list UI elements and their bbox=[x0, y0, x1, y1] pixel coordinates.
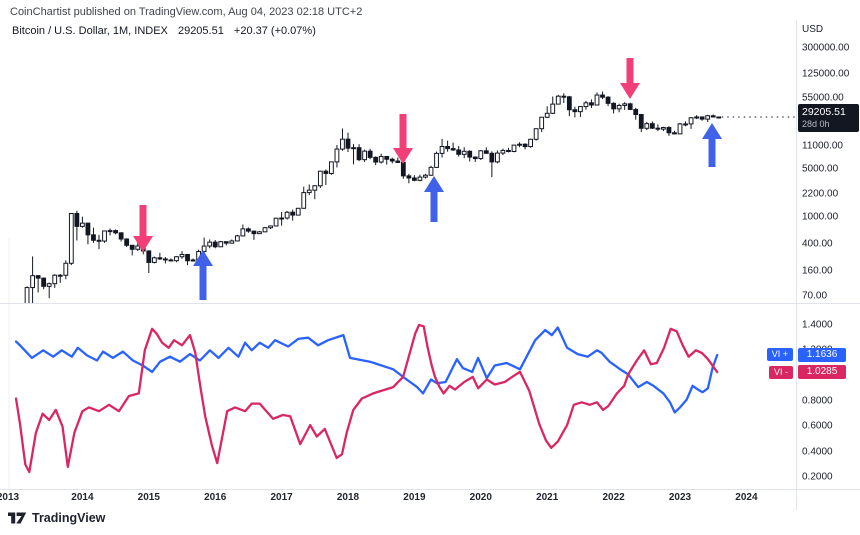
symbol-info-row[interactable]: Bitcoin / U.S. Dollar, 1M, INDEX 29205.5… bbox=[12, 25, 316, 37]
time-axis-year-label: 2023 bbox=[668, 492, 692, 503]
symbol-change: +20.37 (+0.07%) bbox=[233, 25, 316, 37]
price-axis-label: 2200.00 bbox=[802, 188, 839, 200]
time-axis-year-label: 2015 bbox=[137, 492, 160, 503]
price-axis-label: 1000.00 bbox=[802, 211, 839, 223]
blue-up-arrow bbox=[702, 123, 722, 167]
price-axis-label: 160.00 bbox=[802, 265, 833, 277]
vi-minus-label-badge: VI - bbox=[768, 365, 793, 379]
price-axis-label: 11000.00 bbox=[802, 140, 843, 152]
price-axis-currency-label: USD bbox=[802, 24, 824, 35]
vi-plus-label-badge: VI + bbox=[766, 348, 793, 362]
time-axis-year-label: 2020 bbox=[469, 492, 492, 503]
price-axis-label: 300000.00 bbox=[802, 42, 850, 54]
time-axis-year-label: 2024 bbox=[735, 492, 758, 503]
time-axis-year-label: 2013 bbox=[0, 492, 20, 503]
indicator-axis-label: 0.8000 bbox=[802, 395, 833, 407]
candlestick-series bbox=[24, 91, 722, 304]
pink-down-arrow bbox=[393, 114, 413, 164]
pink-down-arrow bbox=[620, 58, 640, 99]
vi-minus-line bbox=[14, 323, 719, 474]
last-price-badge: 29205.51 28d 0h bbox=[798, 104, 859, 133]
tradingview-logo-icon bbox=[8, 512, 27, 524]
vi-plus-value-badge: 1.1636 bbox=[798, 347, 846, 362]
attribution-text: CoinChartist published on TradingView.co… bbox=[10, 6, 363, 18]
tradingview-logo[interactable]: TradingView bbox=[8, 511, 105, 525]
price-axis-label: 5000.00 bbox=[802, 163, 839, 175]
time-axis-year-label: 2021 bbox=[536, 492, 559, 503]
time-axis-year-label: 2022 bbox=[602, 492, 625, 503]
price-axis-label: 70.00 bbox=[802, 290, 828, 302]
blue-up-arrow bbox=[424, 176, 444, 222]
time-axis-year-label: 2016 bbox=[204, 492, 227, 503]
symbol-title: Bitcoin / U.S. Dollar, 1M, INDEX bbox=[12, 25, 168, 37]
tradingview-logo-text: TradingView bbox=[32, 511, 106, 525]
vi-minus-value-badge: 1.0285 bbox=[798, 365, 846, 380]
vortex-indicator bbox=[14, 323, 719, 474]
pink-down-arrow bbox=[133, 205, 153, 252]
symbol-last-price: 29205.51 bbox=[177, 25, 224, 37]
time-axis-year-label: 2018 bbox=[336, 492, 360, 503]
time-axis-year-label: 2017 bbox=[270, 492, 293, 503]
blue-up-arrow bbox=[193, 250, 213, 300]
last-price-value: 29205.51 bbox=[802, 106, 846, 119]
indicator-axis-label: 1.4000 bbox=[802, 319, 833, 331]
price-axis-label: 400.00 bbox=[802, 238, 833, 250]
annotation-arrows bbox=[133, 58, 722, 300]
indicator-axis-label: 0.6000 bbox=[802, 420, 833, 432]
indicator-axis-label: 0.4000 bbox=[802, 446, 833, 458]
price-axis-label: 55000.00 bbox=[802, 92, 844, 104]
price-axis-label: 125000.00 bbox=[802, 68, 850, 80]
bar-close-countdown: 28d 0h bbox=[802, 119, 830, 130]
time-axis-year-label: 2019 bbox=[403, 492, 426, 503]
indicator-axis-label: 0.2000 bbox=[802, 471, 833, 483]
time-axis-year-label: 2014 bbox=[71, 492, 94, 503]
